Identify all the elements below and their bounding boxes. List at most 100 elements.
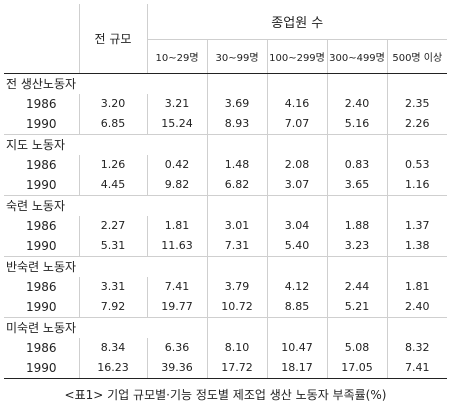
year-cell: 1986 xyxy=(4,215,80,236)
year-cell: 1986 xyxy=(4,276,80,297)
value-cell: 9.82 xyxy=(147,174,208,196)
group-spacer-cell xyxy=(147,256,208,277)
value-cell: 1.16 xyxy=(387,174,448,196)
group-spacer-cell xyxy=(147,195,208,216)
value-cell: 1.48 xyxy=(207,154,268,175)
table-row: 1990 7.92 19.77 10.72 8.85 5.21 2.40 xyxy=(4,296,448,318)
value-cell: 7.31 xyxy=(207,235,268,257)
group-spacer-cell xyxy=(267,256,328,277)
value-cell: 3.04 xyxy=(267,215,328,236)
table-row: 1990 4.45 9.82 6.82 3.07 3.65 1.16 xyxy=(4,174,448,196)
group-row: 숙련 노동자 xyxy=(4,195,447,216)
group-name: 반숙련 노동자 xyxy=(6,260,77,274)
value-cell: 0.83 xyxy=(327,154,388,175)
table-row: 1990 6.85 15.24 8.93 7.07 5.16 2.26 xyxy=(4,113,448,135)
column-header: 300~499명 xyxy=(327,39,388,74)
group-spacer-cell xyxy=(387,134,447,155)
value-cell: 2.26 xyxy=(387,113,448,135)
value-cell: 8.93 xyxy=(207,113,268,135)
value-cell: 0.53 xyxy=(405,158,430,171)
value-cell: 16.23 xyxy=(79,357,148,379)
group-row: 반숙련 노동자 xyxy=(4,256,447,277)
value-cell: 7.07 xyxy=(267,113,328,135)
value-cell: 5.08 xyxy=(327,337,388,358)
value-cell: 10.72 xyxy=(207,296,268,318)
value-cell: 2.44 xyxy=(327,276,388,297)
value-cell: 7.41 xyxy=(387,357,448,379)
value-cell: 3.21 xyxy=(147,93,208,114)
value-cell: 3.23 xyxy=(327,235,388,257)
column-header: 100~299명 xyxy=(267,39,328,74)
table-row: 1986 2.27 1.81 3.01 3.04 1.88 1.37 xyxy=(4,215,447,236)
year-cell: 1990 xyxy=(4,296,80,318)
value-cell: 3.07 xyxy=(267,174,328,196)
value-cell: 1.88 xyxy=(327,215,388,236)
value-cell: 15.24 xyxy=(147,113,208,135)
value-cell: 2.08 xyxy=(267,154,328,175)
value-cell: 5.16 xyxy=(327,113,388,135)
value-cell: 4.12 xyxy=(267,276,328,297)
group-spacer-cell xyxy=(327,73,388,94)
group-spacer-cell xyxy=(327,317,388,338)
corner-cell xyxy=(4,4,80,74)
group-spacer-cell xyxy=(387,195,447,216)
table-row: 1986 3.31 7.41 3.79 4.12 2.44 1.81 xyxy=(4,276,447,297)
group-name: 전 생산노동자 xyxy=(6,77,77,91)
value-cell: 39.36 xyxy=(147,357,208,379)
value-cell: 10.47 xyxy=(267,337,328,358)
year-cell: 1986 xyxy=(4,154,80,175)
value-cell: 3.01 xyxy=(207,215,268,236)
group-spacer-cell xyxy=(267,317,328,338)
value-cell: 3.69 xyxy=(207,93,268,114)
group-spacer-cell xyxy=(327,195,388,216)
column-header: 30~99명 xyxy=(207,39,268,74)
column-header: 10~29명 xyxy=(147,39,208,74)
year-cell: 1990 xyxy=(4,113,80,135)
column-header: 500명 이상 xyxy=(387,39,448,74)
group-spacer-cell xyxy=(147,134,208,155)
value-cell: 5.31 xyxy=(79,235,148,257)
value-cell: 5.21 xyxy=(327,296,388,318)
table-row: 1986 1.26 0.42 1.48 2.08 0.83 0.53 xyxy=(4,154,447,175)
value-cell: 7.41 xyxy=(147,276,208,297)
value-cell: 18.17 xyxy=(267,357,328,379)
value-cell: 3.65 xyxy=(327,174,388,196)
value-cell: 6.82 xyxy=(207,174,268,196)
value-cell: 6.85 xyxy=(79,113,148,135)
header-row-sub: 10~29명 30~99명 100~299명 300~499명 500명 이상 xyxy=(4,39,448,74)
value-cell: 3.79 xyxy=(207,276,268,297)
size-header: 전 규모 xyxy=(79,4,148,74)
group-spacer-cell xyxy=(267,73,328,94)
table-caption: <표1> 기업 규모별·기능 정도별 제조업 생산 노동자 부족률(%) xyxy=(64,388,387,402)
value-cell: 1.38 xyxy=(387,235,448,257)
value-cell: 19.77 xyxy=(147,296,208,318)
group-spacer-cell xyxy=(207,73,268,94)
value-cell: 1.81 xyxy=(405,280,430,293)
value-cell: 4.45 xyxy=(79,174,148,196)
value-cell: 17.05 xyxy=(327,357,388,379)
value-cell: 2.40 xyxy=(387,296,448,318)
group-row: 전 생산노동자 xyxy=(4,73,447,94)
value-cell: 11.63 xyxy=(147,235,208,257)
group-spacer-cell xyxy=(267,134,328,155)
value-cell: 6.36 xyxy=(147,337,208,358)
value-cell: 1.37 xyxy=(405,219,430,232)
table-row: 1986 3.20 3.21 3.69 4.16 2.40 2.35 xyxy=(4,93,447,114)
value-cell: 0.42 xyxy=(147,154,208,175)
year-cell: 1986 xyxy=(4,337,80,358)
value-cell: 17.72 xyxy=(207,357,268,379)
group-spacer-cell xyxy=(387,317,447,338)
year-cell: 1986 xyxy=(4,93,80,114)
group-spacer-cell xyxy=(207,195,268,216)
group-spacer-cell xyxy=(147,317,208,338)
table-body: 전 생산노동자 1986 3.20 3.21 3.69 4.16 2.40 2.35 1990 6… xyxy=(4,73,448,379)
group-spacer-cell xyxy=(267,195,328,216)
group-spacer-cell xyxy=(207,256,268,277)
value-cell: 8.10 xyxy=(207,337,268,358)
value-cell: 7.92 xyxy=(79,296,148,318)
table-row: 1986 8.34 6.36 8.10 10.47 5.08 8.32 xyxy=(4,337,447,358)
table-row: 1990 16.23 39.36 17.72 18.17 17.05 7.41 xyxy=(4,357,448,379)
group-spacer-cell xyxy=(207,134,268,155)
value-cell: 8.32 xyxy=(405,341,430,354)
